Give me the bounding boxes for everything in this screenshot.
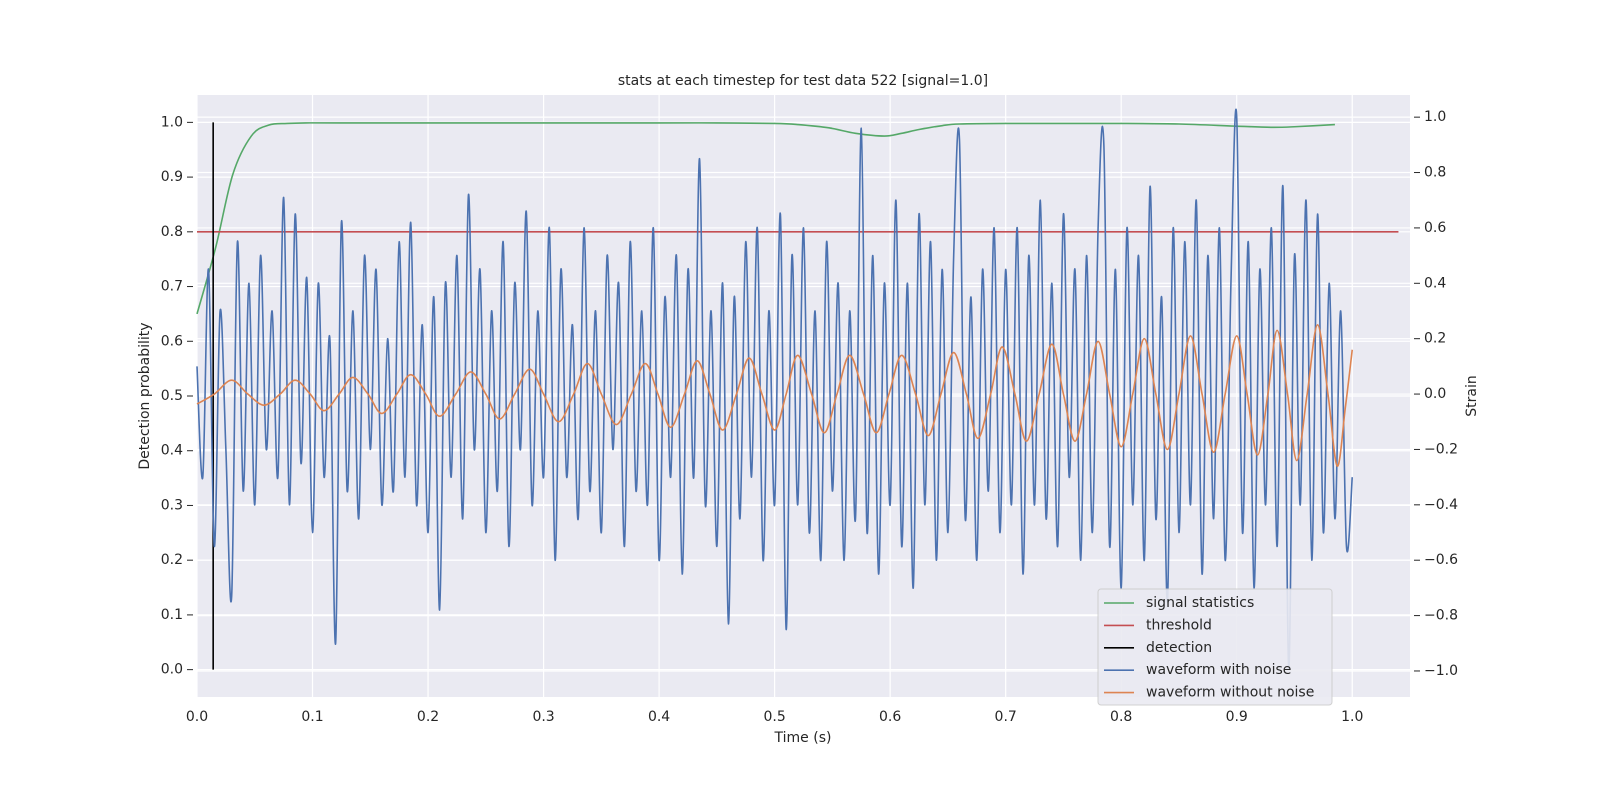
x-tick-label: 0.2 (417, 709, 439, 725)
y-tick-label: 0.4 (161, 443, 183, 459)
x-tick-label: 0.9 (1226, 709, 1248, 725)
legend-label: waveform with noise (1146, 662, 1291, 678)
legend-label: waveform without noise (1146, 685, 1314, 701)
x-tick-label: 0.0 (186, 709, 208, 725)
y-tick-label: 1.0 (161, 114, 183, 130)
y2-tick-label: 0.6 (1424, 220, 1446, 236)
y-tick-label: 0.9 (161, 169, 183, 185)
chart-title: stats at each timestep for test data 522… (618, 73, 988, 89)
legend-label: detection (1146, 640, 1212, 656)
y-tick-label: 0.7 (161, 279, 183, 295)
y2-tick-label: 0.2 (1424, 331, 1446, 347)
y2-tick-label: −1.0 (1424, 663, 1458, 679)
series-line (196, 324, 1354, 467)
y2-tick-label: −0.4 (1424, 497, 1458, 513)
y-tick-label: 0.1 (161, 607, 183, 623)
x-tick-label: 0.6 (879, 709, 901, 725)
x-tick-label: 1.0 (1341, 709, 1363, 725)
series-line (196, 108, 1354, 670)
x-tick-label: 0.8 (1110, 709, 1132, 725)
y-tick-label: 0.2 (161, 552, 183, 568)
y-tick-label: 0.8 (161, 224, 183, 240)
legend: signal statistics threshold detection wavef… (1097, 588, 1333, 706)
x-tick-label: 0.4 (648, 709, 670, 725)
y-axis-label: Detection probability (137, 322, 153, 469)
y-tick-label: 0.6 (161, 333, 183, 349)
y2-tick-label: 0.8 (1424, 165, 1446, 181)
y2-tick-label: −0.6 (1424, 552, 1458, 568)
y2-tick-label: 0.4 (1424, 275, 1446, 291)
lines (196, 108, 1399, 670)
y-tick-label: 0.0 (161, 662, 183, 678)
y2-axis-label: Strain (1464, 375, 1480, 416)
y-tick-label: 0.3 (161, 497, 183, 513)
x-tick-label: 0.7 (995, 709, 1017, 725)
x-tick-label: 0.3 (532, 709, 554, 725)
axes: 0.0 0.1 0.2 0.3 0.4 0.5 0.6 0.7 0.8 0.9 1.0 0.0 0.1 0… (161, 109, 1458, 725)
legend-label: threshold (1146, 617, 1212, 633)
x-tick-label: 0.1 (301, 709, 323, 725)
y2-tick-label: 0.0 (1424, 386, 1446, 402)
y2-tick-label: 1.0 (1424, 109, 1446, 125)
series-line (196, 122, 1335, 315)
x-axis-label: Time (s) (774, 730, 832, 746)
y2-tick-label: −0.2 (1424, 441, 1458, 457)
legend-label: signal statistics (1146, 595, 1254, 611)
legend-box (1097, 588, 1333, 706)
x-tick-label: 0.5 (763, 709, 785, 725)
y2-tick-label: −0.8 (1424, 608, 1458, 624)
y-tick-label: 0.5 (161, 388, 183, 404)
